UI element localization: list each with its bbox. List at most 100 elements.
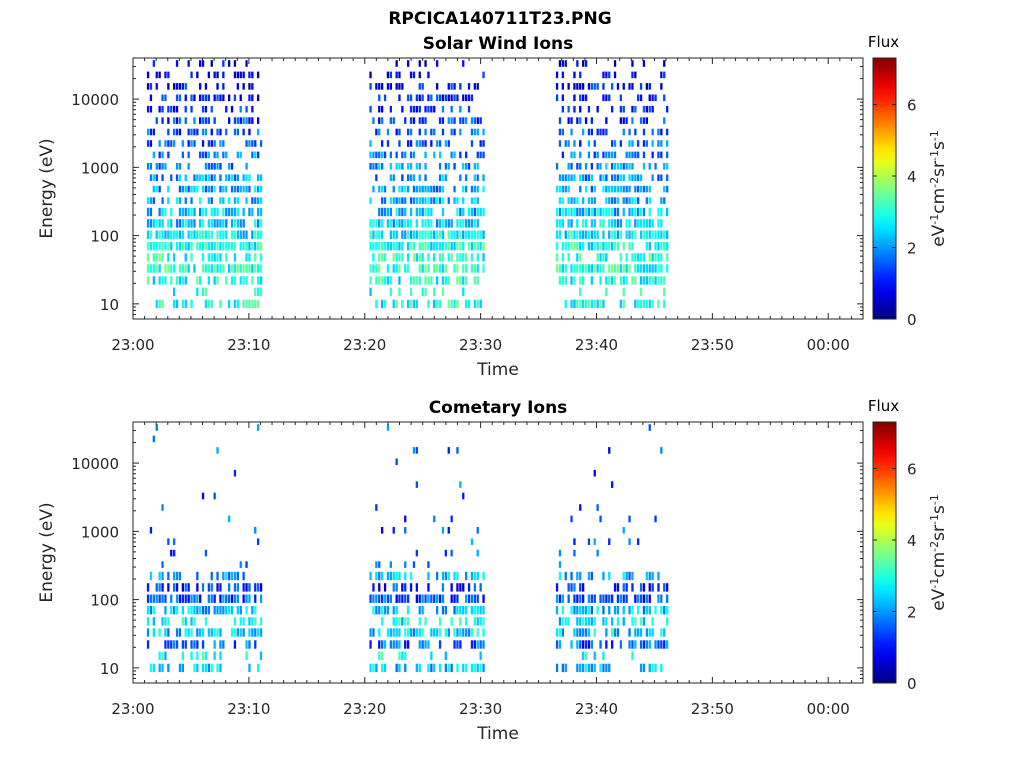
heatmap-cell [582,583,585,592]
heatmap-cell [201,663,205,673]
heatmap-cell [424,287,427,296]
heatmap-cell [245,276,248,285]
heatmap-cell [450,583,453,592]
heatmap-cell [427,594,430,603]
heatmap-cell [555,606,559,615]
heatmap-cell [204,163,208,170]
heatmap-cell [201,230,205,239]
heatmap-cell [213,151,216,159]
heatmap-cell [622,105,625,113]
heatmap-cell [447,447,450,454]
heatmap-cell [407,185,410,193]
heatmap-cell [161,105,164,113]
heatmap-cell [412,71,416,79]
heatmap-cell [456,594,459,603]
heatmap-cell [407,606,410,615]
x-tick-label: 23:10 [227,336,270,354]
heatmap-cell [634,105,637,113]
heatmap-cell [599,264,602,273]
heatmap-cell [398,651,401,660]
heatmap-cell [421,197,424,204]
heatmap-cell [590,640,593,649]
heatmap-cell [611,264,614,273]
heatmap-cell [663,299,666,309]
heatmap-cell [564,571,567,581]
heatmap-cell [660,276,663,285]
heatmap-cell [395,617,398,626]
heatmap-cells [146,60,669,309]
heatmap-cell [587,663,591,673]
heatmap-cell [245,140,248,147]
heatmap-cell [631,253,634,262]
heatmap-cell [383,185,387,193]
heatmap-cell [248,663,251,673]
heatmap-cell [239,617,242,626]
heatmap-cell [242,219,245,228]
heatmap-cell [415,663,418,673]
heatmap-cell [421,287,424,296]
heatmap-cell [561,128,564,136]
heatmap-cell [248,140,251,147]
heatmap-cell [611,242,614,251]
heatmap-cell [204,174,208,181]
heatmap-cell [579,242,582,251]
heatmap-cell [587,628,591,637]
heatmap-cell [167,628,170,637]
heatmap-cell [409,105,413,113]
heatmap-cell [372,253,375,262]
heatmap-cell [404,571,407,581]
heatmap-cell [378,242,381,251]
heatmap-cell [158,242,161,251]
heatmap-cell [558,561,562,568]
heatmap-cell [605,617,608,626]
heatmap-cell [608,594,611,603]
heatmap-cell [570,163,573,170]
heatmap-cell [259,287,263,296]
heatmap-cell [149,140,153,147]
heatmap-cell [441,219,445,228]
heatmap-cell [213,219,216,228]
heatmap-cell [149,606,153,615]
heatmap-cell [161,219,164,228]
heatmap-cell [473,197,476,204]
heatmap-cell [663,276,666,285]
heatmap-cell [398,594,401,603]
heatmap-cell [190,628,193,637]
heatmap-cell [184,253,187,262]
heatmap-cell [424,185,427,193]
heatmap-cell [421,140,424,147]
heatmap-cell [386,594,390,603]
heatmap-cell [573,174,576,181]
heatmap-cell [651,219,654,228]
heatmap-cell [605,628,608,637]
heatmap-cell [201,207,205,217]
heatmap-cell [645,264,648,273]
heatmap-cell [242,71,245,79]
heatmap-cell [389,242,392,251]
heatmap-cell [573,197,576,204]
heatmap-cell [239,242,242,251]
heatmap-cell [663,197,666,204]
heatmap-cell [654,253,657,262]
heatmap-cell [479,207,482,217]
heatmap-cell [561,151,564,159]
heatmap-cell [482,207,485,217]
heatmap-cell [622,242,625,251]
heatmap-cell [645,197,648,204]
heatmap-cell [564,207,567,217]
heatmap-cell [175,83,179,90]
heatmap-cell [430,140,433,147]
heatmap-cell [616,197,620,204]
heatmap-cell [236,117,239,124]
heatmap-cell [204,94,208,102]
colorbar-tick-label: 0 [907,675,917,693]
heatmap-cell [193,663,196,673]
heatmap-cell [184,299,187,309]
heatmap-cell [248,128,251,136]
heatmap-cell [178,174,182,181]
heatmap-cell [190,94,193,102]
heatmap-cell [146,583,150,592]
heatmap-cell [476,640,479,649]
heatmap-cell [389,230,392,239]
heatmap-cell [657,253,660,262]
